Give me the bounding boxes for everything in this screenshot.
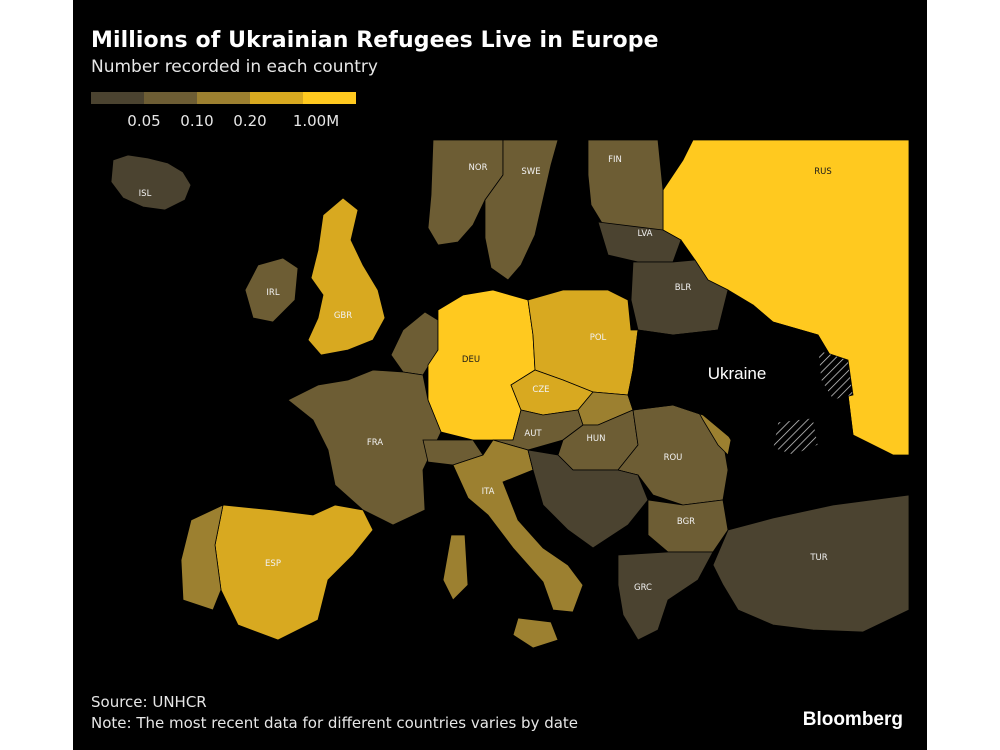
chart-subtitle: Number recorded in each country	[91, 57, 378, 77]
country-ukr	[627, 304, 854, 456]
country-ita	[452, 439, 584, 613]
country-grc	[617, 551, 714, 641]
legend-swatch-3	[197, 92, 250, 104]
label-ita: ITA	[482, 487, 495, 497]
label-blr: BLR	[675, 283, 692, 293]
country-ita-sardinia	[442, 534, 469, 601]
country-tur	[712, 494, 910, 633]
country-irl	[244, 257, 299, 323]
label-cze: CZE	[532, 385, 549, 395]
label-swe: SWE	[521, 167, 540, 177]
legend-swatch-5	[303, 92, 356, 104]
legend-swatch-1	[91, 92, 144, 104]
country-fra	[287, 369, 442, 526]
europe-map: ISL NOR SWE FIN RUS LVA BLR IRL GBR DEU …	[110, 139, 910, 649]
label-rus: RUS	[814, 167, 832, 177]
crimea-hatch	[772, 417, 819, 456]
country-ita-sicily	[512, 617, 559, 649]
label-rou: ROU	[664, 453, 683, 463]
label-ukraine: Ukraine	[708, 364, 767, 383]
footnote: Note: The most recent data for different…	[91, 714, 579, 732]
chart-panel: Millions of Ukrainian Refugees Live in E…	[73, 0, 927, 750]
label-tur: TUR	[809, 553, 827, 563]
country-bgr	[647, 499, 729, 553]
legend-swatch-2	[144, 92, 197, 104]
label-deu: DEU	[462, 355, 480, 365]
country-esp	[214, 504, 374, 641]
label-fra: FRA	[367, 438, 383, 448]
country-swe	[484, 139, 559, 281]
label-nor: NOR	[469, 163, 488, 173]
chart-title: Millions of Ukrainian Refugees Live in E…	[91, 28, 659, 53]
country-balkans	[527, 449, 649, 549]
label-lva: LVA	[638, 229, 653, 239]
legend-tick-0-05: 0.05	[127, 112, 161, 130]
bloomberg-logo: Bloomberg	[802, 709, 903, 730]
country-blr	[630, 259, 729, 336]
label-gbr: GBR	[334, 311, 352, 321]
legend-tick-0-10: 0.10	[180, 112, 214, 130]
label-pol: POL	[590, 333, 607, 343]
legend-swatch-4	[250, 92, 303, 104]
label-grc: GRC	[634, 583, 652, 593]
label-hun: HUN	[587, 434, 606, 444]
legend-tick-0-20: 0.20	[233, 112, 267, 130]
label-fin: FIN	[608, 155, 622, 165]
label-isl: ISL	[139, 189, 152, 199]
legend-tick-1-00m: 1.00M	[292, 112, 340, 130]
country-isl	[110, 154, 192, 211]
label-irl: IRL	[266, 288, 279, 298]
legend-tick-labels: 0.05 0.10 0.20 1.00M	[91, 112, 391, 132]
donbas-hatch	[817, 349, 854, 401]
label-bgr: BGR	[677, 517, 695, 527]
label-aut: AUT	[524, 429, 542, 439]
country-gbr	[307, 197, 386, 356]
source-note: Source: UNHCR	[91, 693, 207, 711]
country-prt	[180, 504, 224, 611]
label-esp: ESP	[265, 559, 281, 569]
legend-color-scale	[91, 92, 356, 104]
